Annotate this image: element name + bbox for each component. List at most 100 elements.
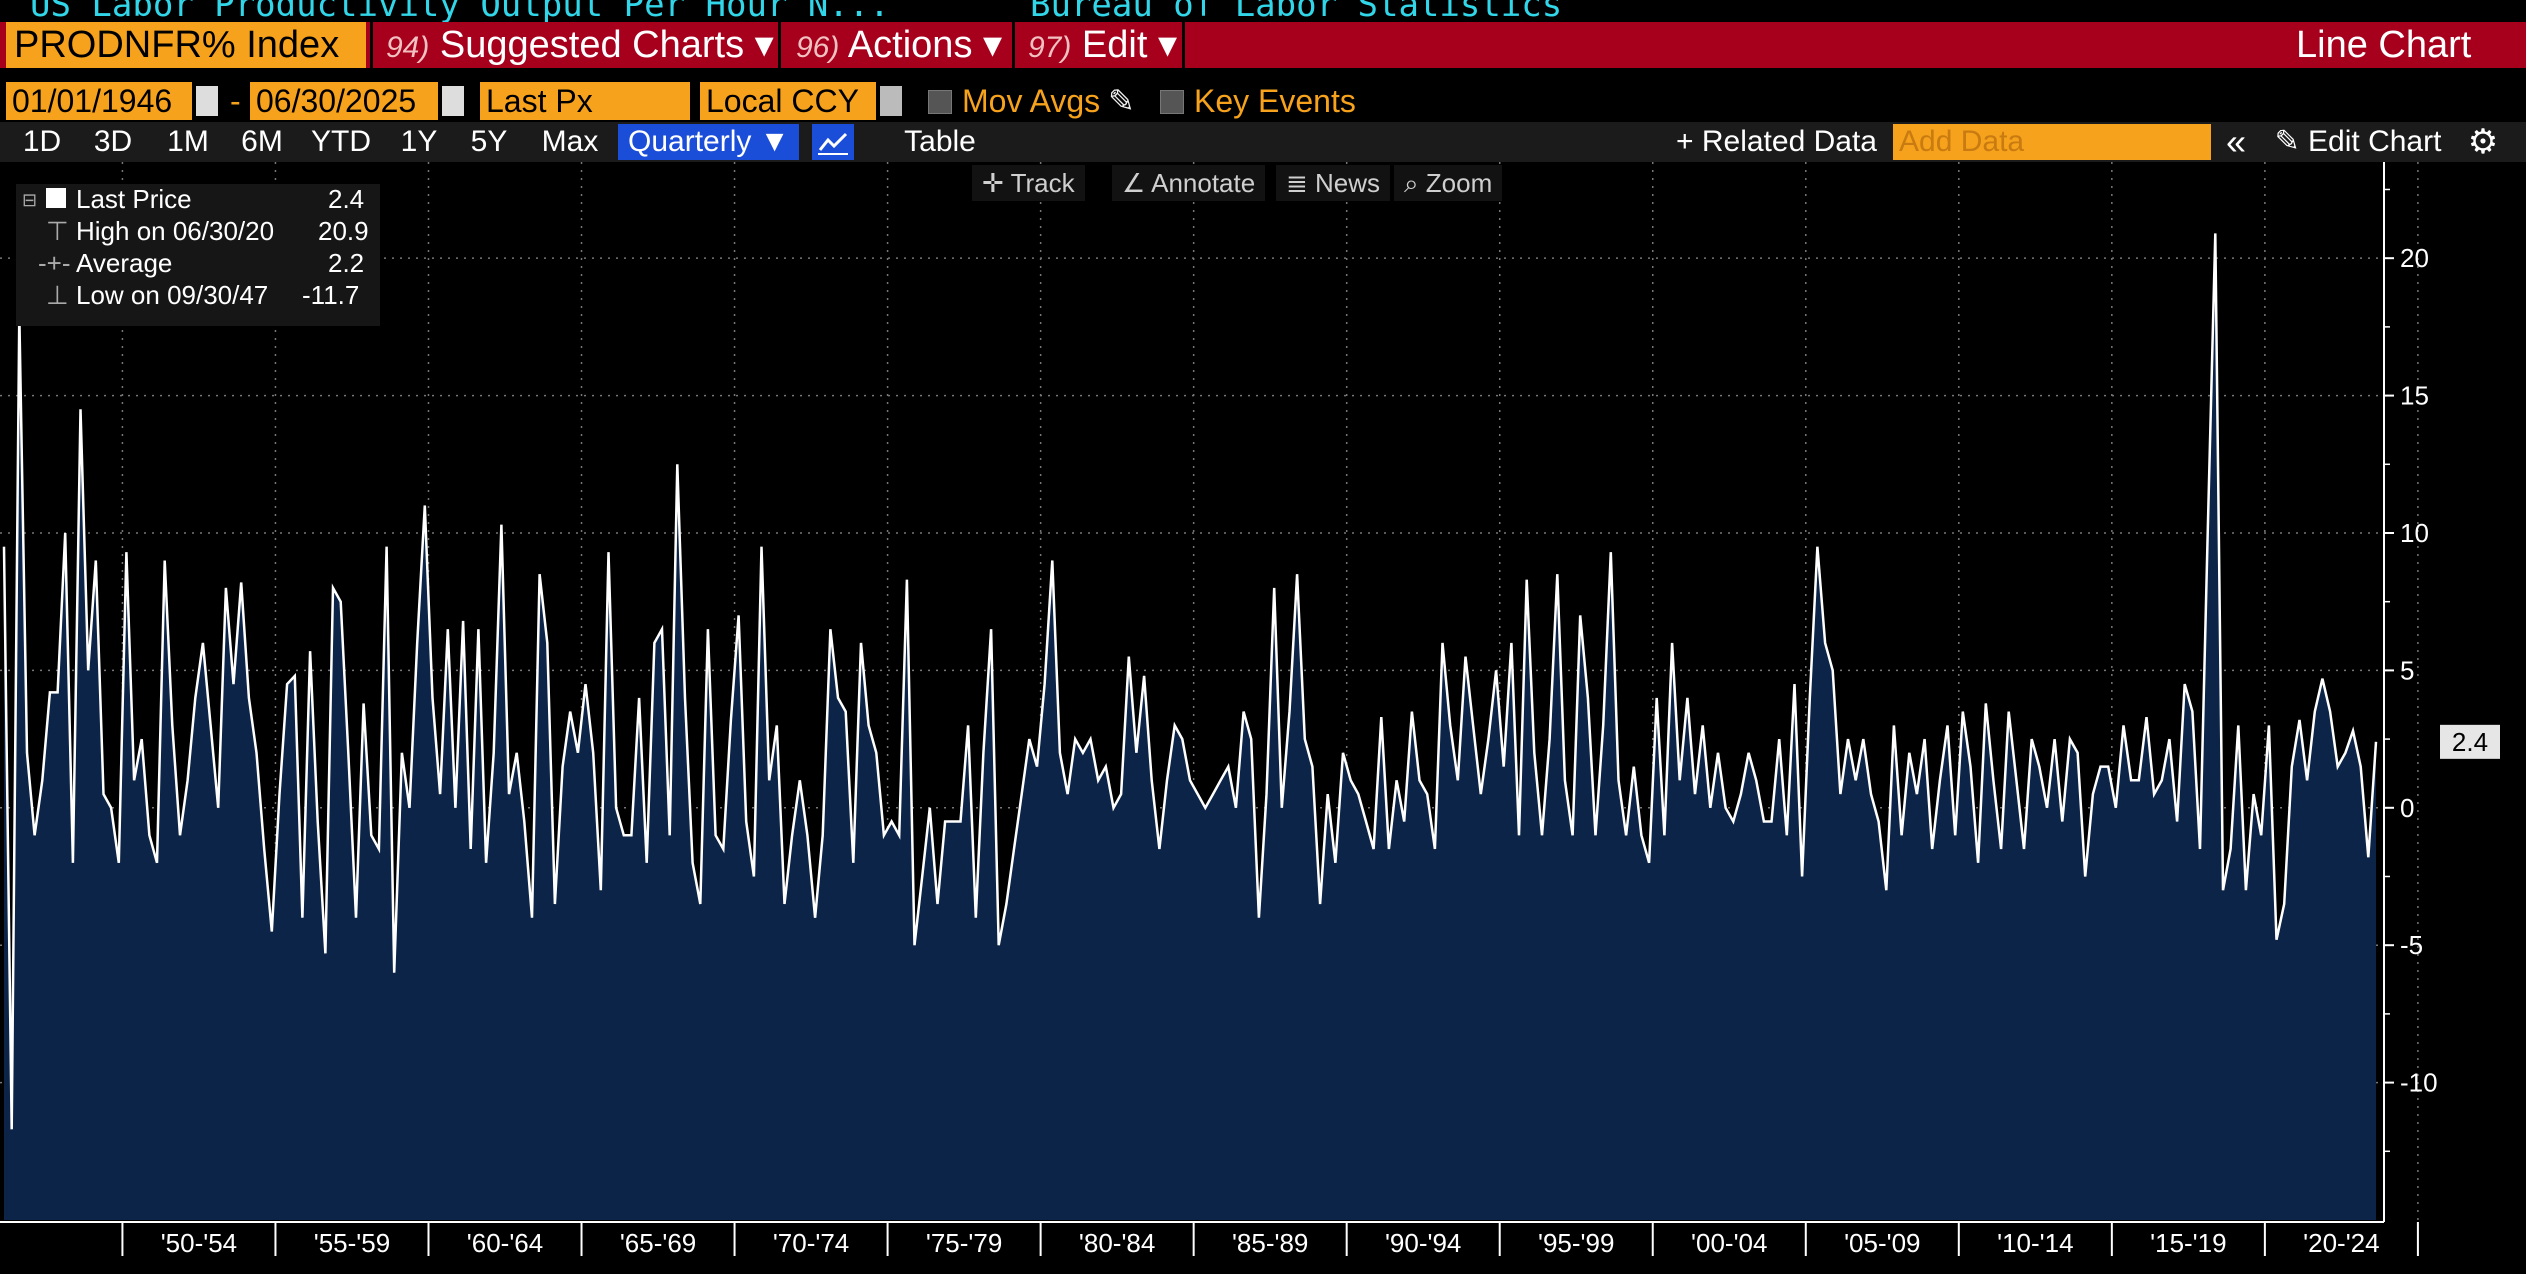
mov-avgs-label: Mov Avgs	[962, 83, 1101, 119]
range-5y[interactable]: 5Y	[470, 125, 508, 158]
table-button[interactable]: Table	[904, 125, 976, 158]
x-tick-label: '00-'04	[1691, 1228, 1767, 1258]
annotate-tool[interactable]: ∠ Annotate	[1112, 165, 1266, 201]
legend-last-label: Last Price	[76, 184, 192, 214]
range-3d[interactable]: 3D	[93, 125, 133, 158]
legend-high-value: 20.9	[318, 216, 369, 246]
x-tick-label: '80-'84	[1079, 1228, 1155, 1258]
last-value-tag-bg	[2440, 724, 2500, 759]
track-label: Track	[1010, 168, 1075, 198]
range-6m[interactable]: 6M	[241, 125, 283, 158]
collapse-tree-icon[interactable]: ⊟	[22, 190, 38, 210]
divider	[1012, 22, 1015, 68]
frequency-selector[interactable]: Quarterly ▼	[618, 124, 800, 160]
range-1y[interactable]: 1Y	[400, 125, 438, 158]
currency-selector[interactable]: Local CCY	[700, 82, 876, 120]
x-tick-label: '95-'99	[1538, 1228, 1614, 1258]
mov-avgs-checkbox[interactable]	[928, 90, 952, 114]
series-line	[2, 233, 2378, 1130]
y-axis: -10 -5 0 5 10 15 20	[2384, 188, 2438, 1153]
actions-menu[interactable]: 96) Actions ▾	[796, 22, 1002, 68]
edit-chart-label: Edit Chart	[2308, 125, 2442, 158]
legend-low-label: Low on 09/30/47	[76, 280, 269, 310]
add-data-input[interactable]: Add Data	[1893, 124, 2211, 160]
x-axis: '50-'54 '55-'59 '60-'64 '65-'69 '70-'74 '75-'…	[121, 1222, 2419, 1258]
y-tick-label: 0	[2400, 793, 2414, 823]
edit-chart-button[interactable]: ✎ Edit Chart	[2266, 122, 2450, 162]
menu-number: 96)	[796, 31, 840, 64]
zoom-label: Zoom	[1425, 168, 1493, 198]
x-tick-label: '15-'19	[2150, 1228, 2226, 1258]
gear-icon[interactable]: ⚙	[2467, 123, 2499, 161]
y-tick-label: -5	[2400, 930, 2423, 960]
last-price-swatch	[46, 188, 66, 208]
news-icon: ≣	[1286, 168, 1308, 198]
divider	[370, 22, 373, 68]
track-tool[interactable]: ✛ Track	[972, 165, 1085, 201]
menu-label: Actions ▾	[847, 24, 1003, 66]
edit-menu[interactable]: 97) Edit ▾	[1028, 22, 1177, 68]
x-tick-label: '60-'64	[467, 1228, 543, 1258]
legend-last-value: 2.4	[328, 184, 365, 214]
x-tick-label: '10-'14	[1997, 1228, 2073, 1258]
zoom-tool[interactable]: ⌕ Zoom	[1394, 165, 1503, 201]
date-dash: -	[230, 83, 241, 119]
news-tool[interactable]: ≣ News	[1276, 165, 1391, 201]
window-title-strip: US Labor Productivity Output Per Hour N.…	[0, 0, 2526, 22]
field-selector[interactable]: Last Px	[480, 82, 690, 120]
magnifier-icon: ⌕	[1404, 168, 1419, 198]
x-tick-label: '55-'59	[314, 1228, 390, 1258]
menu-label: Suggested Charts ▾	[439, 24, 774, 66]
calendar-icon[interactable]	[442, 86, 464, 116]
chart-area[interactable]: -10 -5 0 5 10 15 20 '50-'54 '55-'59 '60-'64 '65-'…	[0, 162, 2526, 1274]
last-value-tag: 2.4	[2440, 724, 2500, 759]
security-description: US Labor Productivity Output Per Hour N.…	[30, 0, 890, 25]
news-label: News	[1315, 168, 1381, 198]
line-chart-icon[interactable]	[812, 124, 854, 160]
range-1d[interactable]: 1D	[22, 125, 62, 158]
chart-type-label[interactable]: Line Chart	[2296, 24, 2472, 66]
x-tick-label: '20-'24	[2303, 1228, 2379, 1258]
y-tick-label: 15	[2400, 381, 2429, 411]
key-events-label: Key Events	[1194, 83, 1356, 119]
x-tick-label: '85-'89	[1232, 1228, 1308, 1258]
x-tick-label: '75-'79	[926, 1228, 1002, 1258]
data-source: Bureau of Labor Statistics	[1030, 0, 1563, 25]
calendar-icon[interactable]	[196, 86, 218, 116]
low-marker-icon: ⊥	[46, 280, 69, 310]
ticker-field[interactable]: PRODNFR% Index	[6, 22, 366, 68]
legend-average-value: 2.2	[328, 248, 365, 278]
x-tick-label: '65-'69	[620, 1228, 696, 1258]
annotate-icon: ∠	[1122, 168, 1146, 198]
x-tick-label: '05-'09	[1844, 1228, 1920, 1258]
series-area-fill	[4, 233, 2376, 1220]
suggested-charts-menu[interactable]: 94) Suggested Charts ▾	[386, 22, 774, 68]
legend-low-value: -11.7	[302, 280, 360, 310]
end-date-field[interactable]: 06/30/2025	[250, 82, 438, 120]
divider	[1182, 22, 1185, 68]
chevron-down-icon[interactable]	[880, 86, 902, 116]
range-ytd[interactable]: YTD	[311, 125, 371, 158]
last-value-label: 2.4	[2452, 727, 2488, 757]
range-1m[interactable]: 1M	[167, 125, 209, 158]
related-data-button[interactable]: + Related Data	[1676, 125, 1877, 158]
chart-legend: ⊟ Last Price 2.4 ⊤ High on 06/30/20 20.9…	[16, 184, 380, 326]
legend-average-label: Average	[76, 248, 173, 278]
annotate-label: Annotate	[1151, 168, 1256, 198]
x-tick-label: '90-'94	[1385, 1228, 1461, 1258]
y-tick-label: 10	[2400, 518, 2429, 548]
pencil-icon[interactable]: ✎	[1108, 83, 1135, 119]
menu-label: Edit ▾	[1081, 24, 1178, 66]
crosshair-icon: ✛	[982, 168, 1004, 198]
high-marker-icon: ⊤	[46, 216, 69, 246]
menu-number: 94)	[386, 31, 430, 64]
y-tick-label: -10	[2400, 1068, 2438, 1098]
line-chart-glyph	[818, 132, 848, 155]
pencil-icon: ✎	[2274, 125, 2300, 158]
start-date-field[interactable]: 01/01/1946	[6, 82, 192, 120]
range-max[interactable]: Max	[541, 125, 599, 158]
x-tick-label: '50-'54	[161, 1228, 237, 1258]
key-events-checkbox[interactable]	[1160, 90, 1184, 114]
x-tick-label: '70-'74	[773, 1228, 849, 1258]
collapse-button[interactable]: «	[2225, 121, 2247, 162]
